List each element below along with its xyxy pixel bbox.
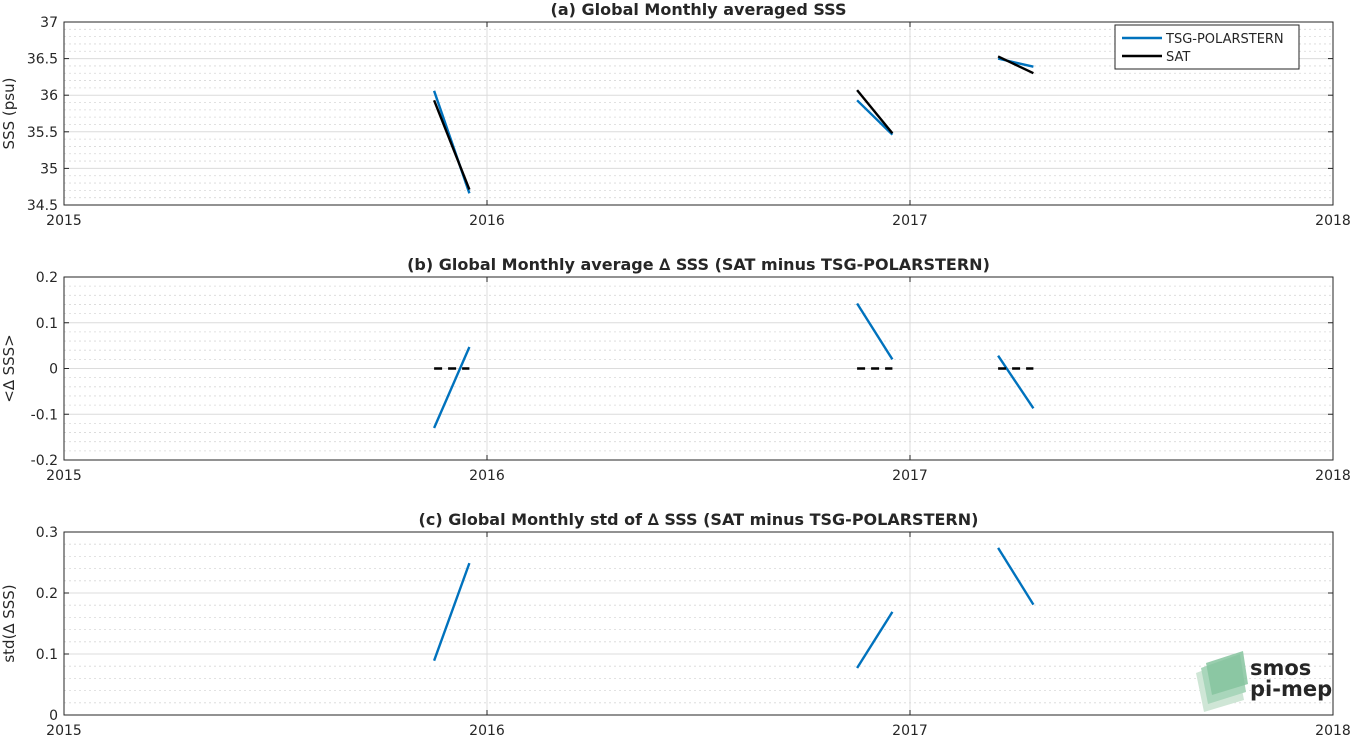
- y-tick-label: 0.1: [36, 316, 58, 332]
- chart-panel-3: 0 0.1 0.2 0.3 2015 2016 2017 2018 (c) Global Mon…: [0, 510, 1351, 737]
- y-tick-label: 0.1: [36, 647, 58, 663]
- y-tick-label: 0: [49, 708, 58, 724]
- y-tick-label: -0.2: [31, 453, 58, 469]
- x-tick-label: 2018: [1315, 723, 1351, 737]
- x-tick-label: 2016: [469, 213, 505, 229]
- y-tick-label: 0.2: [36, 270, 58, 286]
- y-tick-label: 0.2: [36, 586, 58, 602]
- logo-line2: pi-mep: [1250, 677, 1332, 701]
- legend-label: SAT: [1166, 50, 1190, 65]
- series-line-1-segment-1: [432, 562, 471, 662]
- y-tick-label: 35: [40, 161, 58, 177]
- x-tick-label: 2018: [1315, 468, 1351, 484]
- series-line-1-segment-3: [997, 355, 1035, 409]
- chart-panel-2: -0.2 -0.1 0 0.1 0.2 2015 2016 2017 2018 (b) Globa…: [0, 255, 1351, 484]
- chart-title: (b) Global Monthly average ∆ SSS (SAT mi…: [407, 255, 990, 274]
- logo-line1: smos: [1250, 656, 1311, 680]
- y-tick-label: 36: [40, 88, 58, 104]
- x-tick-label: 2015: [46, 213, 82, 229]
- y-tick-label: 36.5: [27, 52, 58, 68]
- x-tick-label: 2016: [469, 723, 505, 737]
- axes-box: [63, 21, 1334, 206]
- y-axis-label: SSS (psu): [0, 78, 18, 150]
- series-line-2-segment-3: [997, 55, 1034, 75]
- x-tick-label: 2017: [892, 468, 928, 484]
- series-line-1-segment-1: [432, 346, 471, 429]
- y-tick-label: 0: [49, 362, 58, 378]
- series-line-1-segment-2: [856, 99, 894, 136]
- chart-title: (a) Global Monthly averaged SSS: [551, 0, 847, 19]
- x-tick-label: 2017: [892, 723, 928, 737]
- series-line-2-segment-2: [856, 89, 894, 135]
- x-tick-label: 2017: [892, 213, 928, 229]
- smos-pi-mep-logo: smos pi-mep: [1196, 651, 1332, 712]
- x-tick-label: 2018: [1315, 213, 1351, 229]
- legend-box: [1114, 24, 1300, 70]
- x-tick-label: 2016: [469, 468, 505, 484]
- y-tick-label: 37: [40, 15, 58, 31]
- chart-panel-1: 34.5 35 35.5 36 36.5 37 2015 2016 2017 2018 (a) Gl…: [0, 0, 1351, 229]
- series-line-1-segment-2: [856, 302, 894, 361]
- y-axis-label: <∆ SSS>: [0, 334, 18, 403]
- series-line-1-segment-2: [856, 611, 894, 669]
- legend: TSG-POLARSTERN SAT: [1114, 24, 1300, 70]
- y-tick-label: -0.1: [31, 407, 58, 423]
- series-line-2-segment-1: [432, 99, 471, 191]
- x-tick-label: 2015: [46, 468, 82, 484]
- x-tick-label: 2015: [46, 723, 82, 737]
- y-tick-label: 35.5: [27, 125, 58, 141]
- y-tick-label: 0.3: [36, 525, 58, 541]
- series-line-1-segment-3: [997, 547, 1035, 606]
- logo-wave-front: [1206, 651, 1248, 695]
- y-axis-label: std(∆ SSS): [0, 584, 18, 662]
- legend-label: TSG-POLARSTERN: [1165, 32, 1284, 47]
- axes-box: [63, 531, 1334, 716]
- chart-title: (c) Global Monthly std of ∆ SSS (SAT min…: [419, 510, 979, 529]
- y-tick-label: 34.5: [27, 198, 58, 214]
